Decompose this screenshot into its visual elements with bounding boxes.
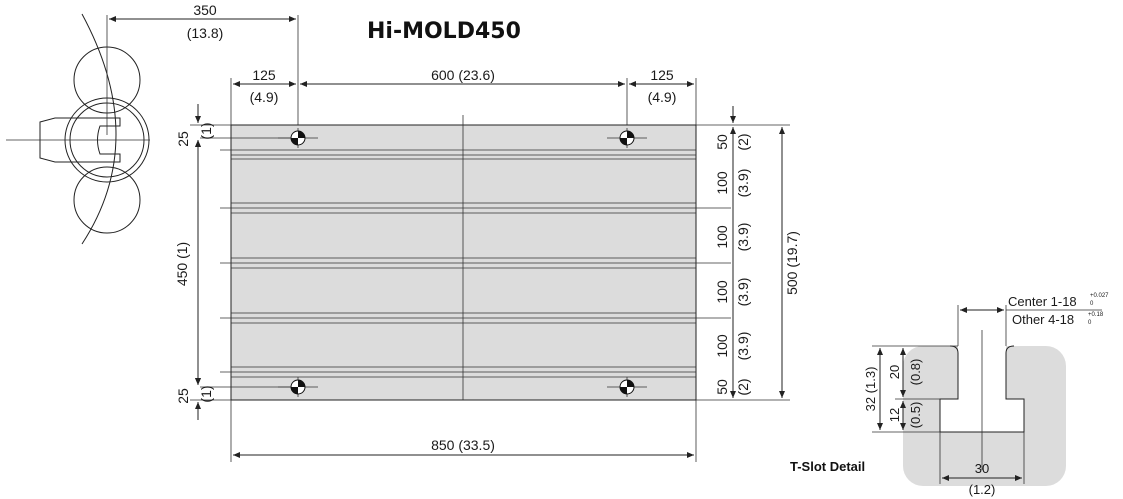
dim-125-left: 125 bbox=[252, 67, 276, 83]
tslot-depth-total: 32 (1.3) bbox=[863, 367, 878, 412]
tslot-top-depth: 20 bbox=[887, 365, 902, 379]
dim-350-in: (13.8) bbox=[187, 25, 224, 41]
dim-125-right: 125 bbox=[650, 67, 674, 83]
dim-100-2: 100 bbox=[714, 225, 730, 249]
dim-25-top: 25 bbox=[175, 131, 191, 147]
dim-500: 500 (19.7) bbox=[784, 231, 800, 295]
dim-450: 450 (1) bbox=[174, 242, 190, 286]
dim-850: 850 (33.5) bbox=[431, 437, 495, 453]
tslot-detail bbox=[872, 305, 1102, 486]
dim-100-1-in: (3.9) bbox=[735, 169, 751, 198]
dim-125-left-in: (4.9) bbox=[250, 89, 279, 105]
tslot-center-text: Center 1-18 bbox=[1008, 294, 1077, 309]
tslot-center-tol-bottom: 0 bbox=[1090, 301, 1094, 307]
tslot-top-depth-in: (0.8) bbox=[908, 359, 923, 386]
dim-100-3: 100 bbox=[714, 280, 730, 304]
tslot-width: 30 bbox=[975, 461, 989, 476]
dim-100-3-in: (3.9) bbox=[735, 278, 751, 307]
dim-350: 350 bbox=[193, 2, 217, 18]
dim-25-bottom: 25 bbox=[175, 388, 191, 404]
tslot-bottom-depth-in: (0.5) bbox=[908, 402, 923, 429]
dim-25-top-in: (1) bbox=[198, 122, 214, 139]
tslot-other-tol-bottom: 0 bbox=[1088, 320, 1092, 326]
tslot-detail-label: T-Slot Detail bbox=[790, 459, 865, 474]
dim-25-bottom-in: (1) bbox=[198, 385, 214, 402]
dim-100-4: 100 bbox=[714, 334, 730, 358]
tiebar-side-view bbox=[6, 14, 150, 244]
tslot-other-tol-top: +0.18 bbox=[1088, 312, 1104, 318]
dim-50-bottom: 50 bbox=[714, 379, 730, 395]
dim-100-2-in: (3.9) bbox=[735, 223, 751, 252]
dim-50-top-in: (2) bbox=[735, 133, 751, 150]
dim-100-1: 100 bbox=[714, 171, 730, 195]
dim-100-4-in: (3.9) bbox=[735, 332, 751, 361]
tslot-center-tol-top: +0.027 bbox=[1090, 293, 1109, 299]
platen bbox=[220, 115, 731, 400]
tslot-bottom-depth: 12 bbox=[887, 408, 902, 422]
dim-600: 600 (23.6) bbox=[431, 67, 495, 83]
dim-125-right-in: (4.9) bbox=[648, 89, 677, 105]
drawing-title: Hi-MOLD450 bbox=[367, 19, 521, 44]
tslot-width-in: (1.2) bbox=[969, 482, 996, 497]
tslot-other-text: Other 4-18 bbox=[1012, 312, 1074, 327]
dim-50-top: 50 bbox=[714, 134, 730, 150]
dim-50-bottom-in: (2) bbox=[735, 378, 751, 395]
